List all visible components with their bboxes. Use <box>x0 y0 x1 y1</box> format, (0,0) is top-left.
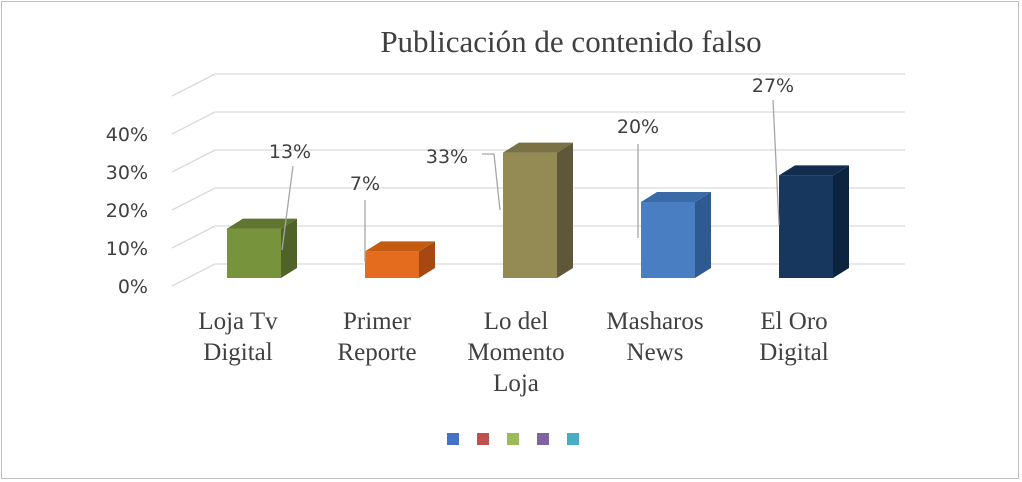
bar-top <box>641 192 711 202</box>
gridline <box>171 73 905 97</box>
leader-line <box>482 153 501 211</box>
bar <box>365 241 435 278</box>
category-label: Primer Reporte <box>337 308 416 366</box>
bar <box>503 142 573 278</box>
bar-front <box>641 202 695 278</box>
y-tick-label: 40% <box>106 124 148 146</box>
bar-side <box>695 192 711 278</box>
bar-top <box>227 218 297 229</box>
bar <box>779 165 849 278</box>
data-label: 13% <box>269 141 311 163</box>
data-label: 27% <box>752 75 794 97</box>
legend-swatch <box>477 433 489 445</box>
bar-side <box>833 165 849 278</box>
bars <box>227 142 849 278</box>
y-tick-label: 0% <box>118 276 148 298</box>
leader-line <box>281 165 294 251</box>
y-tick-label: 10% <box>106 238 148 260</box>
bar-side <box>281 218 297 278</box>
legend <box>447 433 579 445</box>
y-tick-label: 30% <box>106 162 148 184</box>
bar-front <box>503 152 557 278</box>
category-label: Masharos News <box>606 308 703 366</box>
data-label: 33% <box>426 146 468 168</box>
bar-front <box>779 175 833 278</box>
legend-swatch <box>537 433 549 445</box>
gridline <box>171 111 905 135</box>
bar-top <box>365 241 435 252</box>
gridline <box>171 149 905 173</box>
bar <box>641 192 711 278</box>
bar-front <box>227 228 281 278</box>
category-labels: Loja Tv Digital Primer Reporte Lo del Momento… <box>198 308 828 397</box>
bar-side <box>557 142 573 278</box>
bar-top <box>779 165 849 176</box>
bar-side <box>419 241 435 278</box>
category-label: Lo del Momento Loja <box>467 308 564 397</box>
leader-line <box>772 99 780 226</box>
chart-title: Publicación de contenido falso <box>380 24 761 59</box>
category-label: El Oro Digital <box>759 308 828 366</box>
bar-top <box>503 142 573 153</box>
data-labels: 13% 7% 33% 20% 27% <box>269 75 794 262</box>
y-tick-label: 20% <box>106 200 148 222</box>
y-axis-ticks: 0% 10% 20% 30% 40% <box>106 124 148 298</box>
data-label: 7% <box>350 173 380 195</box>
data-label: 20% <box>617 116 659 138</box>
category-label: Loja Tv Digital <box>198 308 278 366</box>
legend-swatch <box>567 433 579 445</box>
legend-swatch <box>447 433 459 445</box>
legend-swatch <box>507 433 519 445</box>
gridline <box>171 187 905 211</box>
bar-front <box>365 251 419 278</box>
bar <box>227 218 297 278</box>
